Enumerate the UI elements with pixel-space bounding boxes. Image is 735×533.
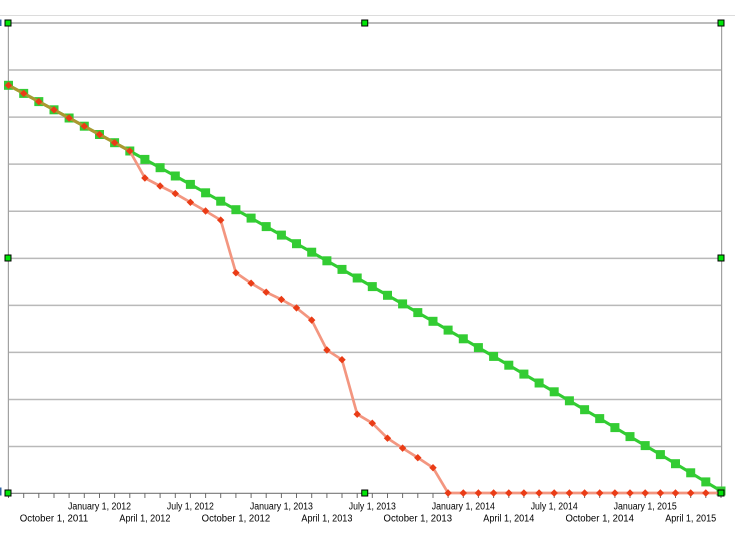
svg-text:July 1, 2014: July 1, 2014 <box>531 502 578 513</box>
svg-text:January 1, 2013: January 1, 2013 <box>250 502 313 513</box>
svg-text:January 1, 2012: January 1, 2012 <box>68 502 131 513</box>
svg-text:April 1, 2014: April 1, 2014 <box>483 513 534 524</box>
svg-text:October 1, 2011: October 1, 2011 <box>20 513 89 524</box>
svg-text:April 1, 2012: April 1, 2012 <box>119 513 170 524</box>
svg-text:January 1, 2014: January 1, 2014 <box>432 502 495 513</box>
svg-text:October 1, 2012: October 1, 2012 <box>202 513 271 524</box>
svg-text:October 1, 2014: October 1, 2014 <box>565 513 634 524</box>
svg-text:April 1, 2015: April 1, 2015 <box>665 513 716 524</box>
svg-text:July 1, 2013: July 1, 2013 <box>349 502 396 513</box>
svg-text:April 1, 2013: April 1, 2013 <box>301 513 352 524</box>
svg-text:October 1, 2013: October 1, 2013 <box>384 513 453 524</box>
svg-text:July 1, 2012: July 1, 2012 <box>167 502 214 513</box>
svg-text:January 1, 2015: January 1, 2015 <box>614 502 677 513</box>
